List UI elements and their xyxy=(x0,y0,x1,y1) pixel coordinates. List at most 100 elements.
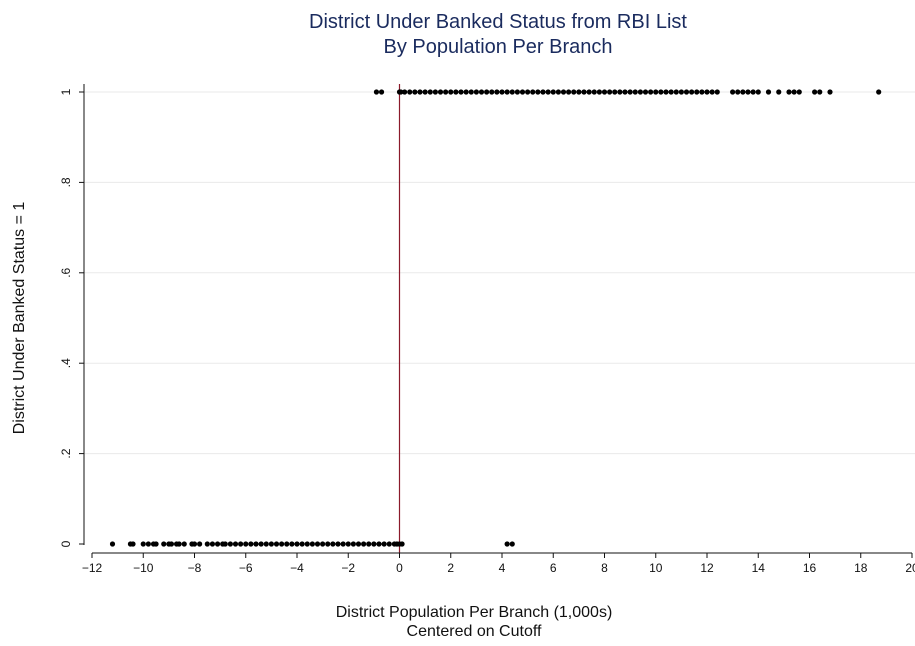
data-point xyxy=(350,541,356,547)
data-point xyxy=(509,541,515,547)
data-point xyxy=(489,89,495,95)
data-point xyxy=(642,89,649,95)
data-point xyxy=(453,89,459,95)
data-point xyxy=(560,89,567,95)
data-point xyxy=(566,89,572,95)
data-point xyxy=(668,89,674,95)
data-point xyxy=(694,89,700,95)
data-point xyxy=(268,541,274,547)
data-point xyxy=(314,541,321,547)
data-point xyxy=(876,89,882,95)
data-point xyxy=(678,89,684,95)
x-tick-label: 18 xyxy=(854,561,868,575)
data-point xyxy=(153,541,159,547)
data-point xyxy=(463,89,469,95)
x-tick-label: −12 xyxy=(82,561,103,575)
data-point xyxy=(504,89,510,95)
data-point xyxy=(786,89,792,95)
data-point xyxy=(571,89,577,95)
x-tick-label: 10 xyxy=(649,561,663,575)
data-point xyxy=(540,89,546,95)
x-tick-label: −4 xyxy=(290,561,304,575)
data-point xyxy=(484,89,490,95)
data-points xyxy=(109,89,882,547)
data-point xyxy=(530,89,536,95)
data-point xyxy=(130,541,136,547)
data-point xyxy=(168,541,175,547)
x-tick-label: −2 xyxy=(341,561,355,575)
data-point xyxy=(181,541,187,547)
x-tick-label: 8 xyxy=(601,561,608,575)
data-point xyxy=(340,541,346,547)
data-point xyxy=(817,89,823,95)
data-point xyxy=(550,89,556,95)
data-point xyxy=(366,541,372,547)
data-point xyxy=(222,541,228,547)
data-point xyxy=(576,89,582,95)
data-point xyxy=(591,89,597,95)
data-point xyxy=(309,541,315,547)
grid-lines xyxy=(84,91,915,455)
data-point xyxy=(519,89,526,95)
data-point xyxy=(776,89,782,95)
data-point xyxy=(586,89,592,95)
data-point xyxy=(209,541,216,547)
data-point xyxy=(412,89,418,95)
data-point xyxy=(653,89,659,95)
data-point xyxy=(398,89,404,95)
data-point xyxy=(683,89,690,95)
data-point xyxy=(555,89,561,95)
x-axis-label-line2: Centered on Cutoff xyxy=(407,623,542,640)
data-point xyxy=(745,89,751,95)
data-point xyxy=(581,89,587,95)
data-point xyxy=(232,541,239,547)
data-point xyxy=(176,541,182,547)
data-point xyxy=(273,541,280,547)
data-point xyxy=(238,541,244,547)
data-point xyxy=(627,89,633,95)
x-tick-label: 20 xyxy=(905,561,915,575)
data-point xyxy=(494,89,500,95)
data-point xyxy=(663,89,669,95)
data-point xyxy=(422,89,428,95)
data-point xyxy=(355,541,362,547)
y-axis-ticks: 0 .2 .4 .6 .8 1 xyxy=(59,88,84,547)
data-point xyxy=(796,89,802,95)
data-point xyxy=(648,89,654,95)
data-point xyxy=(755,89,761,95)
data-point xyxy=(504,541,510,547)
y-tick-label: 1 xyxy=(59,88,73,95)
data-point xyxy=(289,541,295,547)
data-point xyxy=(140,541,146,547)
data-point xyxy=(191,541,198,547)
y-tick-label: .8 xyxy=(59,177,73,187)
data-point xyxy=(714,89,720,95)
data-point xyxy=(432,89,438,95)
data-point xyxy=(709,89,715,95)
data-point xyxy=(284,541,290,547)
x-tick-label: 4 xyxy=(499,561,506,575)
x-tick-label: 12 xyxy=(700,561,714,575)
data-point xyxy=(545,89,551,95)
data-point xyxy=(330,541,336,547)
data-point xyxy=(381,541,387,547)
data-point xyxy=(612,89,618,95)
data-point xyxy=(750,89,756,95)
x-tick-label: −10 xyxy=(133,561,154,575)
x-axis-label-line1: District Population Per Branch (1,000s) xyxy=(336,604,613,621)
data-point xyxy=(468,89,474,95)
y-tick-label: .4 xyxy=(59,358,73,368)
x-tick-label: 6 xyxy=(550,561,557,575)
data-point xyxy=(325,541,331,547)
data-point xyxy=(632,89,638,95)
data-point xyxy=(765,89,772,95)
x-tick-label: −6 xyxy=(239,561,253,575)
data-point xyxy=(704,89,710,95)
data-point xyxy=(294,541,300,547)
data-point xyxy=(109,541,116,547)
data-point xyxy=(448,89,454,95)
data-point xyxy=(473,89,479,95)
data-point xyxy=(791,89,797,95)
data-point xyxy=(361,541,367,547)
